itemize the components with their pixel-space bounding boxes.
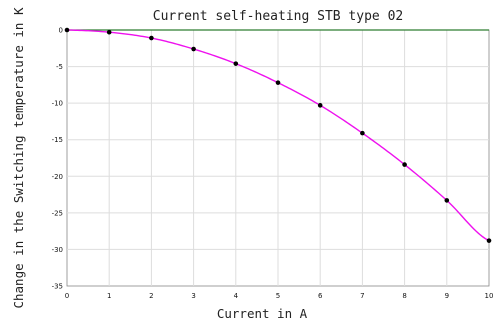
y-axis-label: Change in the Switching temperature in K xyxy=(11,7,26,308)
data-point xyxy=(402,162,407,167)
y-tick-label: -15 xyxy=(52,136,63,144)
chart-title: Current self-heating STB type 02 xyxy=(153,9,403,24)
data-point xyxy=(149,35,154,41)
y-tick-label: -5 xyxy=(56,63,63,71)
x-tick-label: 0 xyxy=(65,292,69,300)
data-point xyxy=(233,61,239,66)
x-tick-label: 4 xyxy=(234,292,239,300)
data-point xyxy=(275,80,281,85)
grid xyxy=(67,29,489,286)
data-point xyxy=(191,46,196,52)
y-tick-label: -10 xyxy=(52,100,63,108)
y-tick-label: 0 xyxy=(59,27,63,35)
data-point xyxy=(317,103,323,108)
x-tick-label: 10 xyxy=(485,292,494,300)
x-tick-label: 2 xyxy=(149,292,153,300)
data-point xyxy=(486,238,492,243)
series xyxy=(64,27,492,243)
data-point xyxy=(106,29,112,35)
x-tick-label: 6 xyxy=(318,292,323,300)
x-axis-label: Current in A xyxy=(217,306,308,321)
y-tick-label: -35 xyxy=(52,283,63,291)
x-tick-label: 7 xyxy=(360,292,364,300)
tick-labels: 0 1 2 3 4 5 6 7 8 9 10 0 -5 -10 -15 -20 -25 -30 -35 xyxy=(52,27,494,301)
data-point xyxy=(360,130,365,136)
x-tick-label: 9 xyxy=(445,292,449,300)
x-tick-label: 8 xyxy=(402,292,406,300)
x-tick-label: 1 xyxy=(107,292,111,300)
y-tick-label: -20 xyxy=(52,173,63,181)
data-point xyxy=(444,198,450,203)
data-point xyxy=(64,27,70,33)
y-tick-label: -25 xyxy=(52,209,63,217)
y-tick-label: -30 xyxy=(52,246,63,254)
x-tick-label: 5 xyxy=(276,292,280,300)
x-tick-label: 3 xyxy=(191,292,195,300)
